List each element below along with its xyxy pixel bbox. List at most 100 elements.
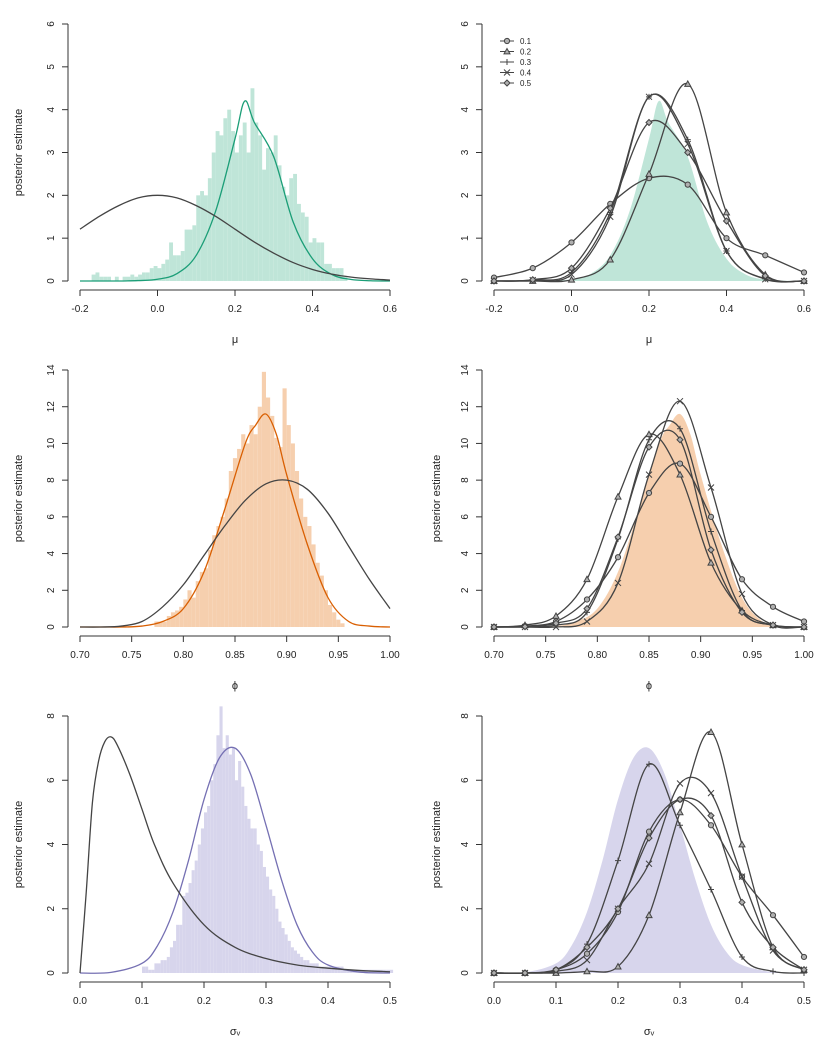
marker-diamond [567,264,576,272]
y-tick-label: 0 [46,970,57,976]
histogram-bar [231,748,235,973]
histogram-bar [241,786,245,973]
x-axis-label: μ [232,334,238,346]
x-tick-label: 0.0 [487,996,501,1007]
marker-cross [583,618,591,625]
histogram-bar [142,966,146,973]
marker-triangle [683,79,692,87]
histogram-bar [246,152,251,281]
marker-circle [568,239,575,246]
histogram-bar [334,966,338,973]
histogram-bar [284,934,288,973]
y-axis-label: posterior estimate [13,455,25,542]
marker-cross [606,213,614,221]
marker-plus [770,968,776,975]
series-markers-0.5 [490,795,808,977]
x-tick-label: 1.00 [380,650,400,661]
series-markers-0.5 [490,118,808,285]
histogram-bar [158,621,163,627]
y-tick-label: 1 [46,235,57,241]
marker-circle [645,828,653,835]
x-tick-label: 0.2 [611,996,625,1007]
marker-circle [645,489,653,497]
histogram-bar [297,953,301,973]
histogram-bar [192,225,197,281]
marker-plus [708,528,714,535]
histogram-bar [208,549,213,627]
histogram-bar [241,434,246,627]
histogram-bar [278,921,282,973]
histogram-bar [216,526,221,627]
marker-circle [583,950,591,957]
x-tick-label: 0.95 [329,650,349,661]
marker-circle [769,603,777,610]
histogram-bar [163,960,167,973]
legend-label: 0.5 [520,79,532,88]
y-axis-label: posterior estimate [431,801,443,888]
marker-plus [677,425,683,432]
series-line-0.4 [493,776,805,974]
legend-label: 0.1 [520,37,532,46]
marker-plus [646,436,652,443]
histogram-bar [312,238,317,281]
histogram-bar [315,963,319,973]
histogram-bar [270,415,275,627]
histogram-bar [337,966,341,973]
histogram-bar [340,623,345,627]
histogram-bar [286,425,291,627]
marker-cross [645,93,653,101]
x-tick-label: 0.85 [639,650,659,661]
histogram-bar [359,969,363,973]
histogram-bar [259,850,263,973]
axes: -0.2 0.0 0.2 0.4 0.6 0 1 2 3 4 5 6 [46,21,397,315]
histogram-bar [204,812,208,973]
axes: 0.0 0.1 0.2 0.3 0.4 0.5 0 2 4 6 8 [460,713,811,1007]
y-tick-label: 6 [460,21,471,27]
axes: 0.70 0.75 0.80 0.85 0.90 0.95 1.00 0 2 4 6 8 10 12 14 [46,364,400,661]
histogram [91,88,348,282]
marker-cross [723,247,730,255]
marker-diamond [645,118,653,127]
histogram-bar [222,748,226,973]
histogram-bar [294,470,300,627]
marker-triangle [645,911,653,919]
histogram-bar [220,516,225,627]
histogram-bar [311,544,316,627]
histogram-bar [253,828,257,973]
series-line-0.2 [493,83,805,283]
histogram-bar [173,255,177,281]
marker-plus [646,761,652,768]
y-tick-label: 8 [460,713,471,719]
histogram-bar [343,969,347,973]
x-axis-label: σᵥ [644,1026,655,1038]
marker-triangle [722,208,731,216]
histogram-bar [199,571,204,627]
y-tick-label: 3 [460,149,471,155]
panel-phi-histogram: 0.70 0.75 0.80 0.85 0.90 0.95 1.00 0 2 4 6 8 10 12 14 ϕ… [13,364,400,692]
x-tick-label: 0.2 [197,996,211,1007]
marker-triangle [552,611,560,619]
histogram-bar [328,263,332,281]
histogram-bar [339,268,344,281]
marker-diamond [645,834,653,842]
marker-cross [676,397,684,405]
marker-diamond [552,966,560,974]
marker-diamond [676,795,684,804]
histogram-bar [212,535,217,627]
x-tick-label: 0.4 [720,304,734,315]
x-tick-label: 0.80 [588,650,608,661]
marker-diamond [490,277,498,285]
histogram-bar [99,276,104,281]
histogram-bar [175,610,180,627]
histogram-bar [328,604,333,627]
histogram-bar [297,203,301,281]
y-tick-label: 0 [46,278,57,284]
marker-circle [723,235,730,242]
histogram-bar [145,272,150,281]
x-tick-label: 0.85 [225,650,245,661]
histogram-bar [269,152,274,281]
marker-circle [769,912,777,919]
marker-circle [676,460,684,467]
histogram-bar [154,621,159,627]
